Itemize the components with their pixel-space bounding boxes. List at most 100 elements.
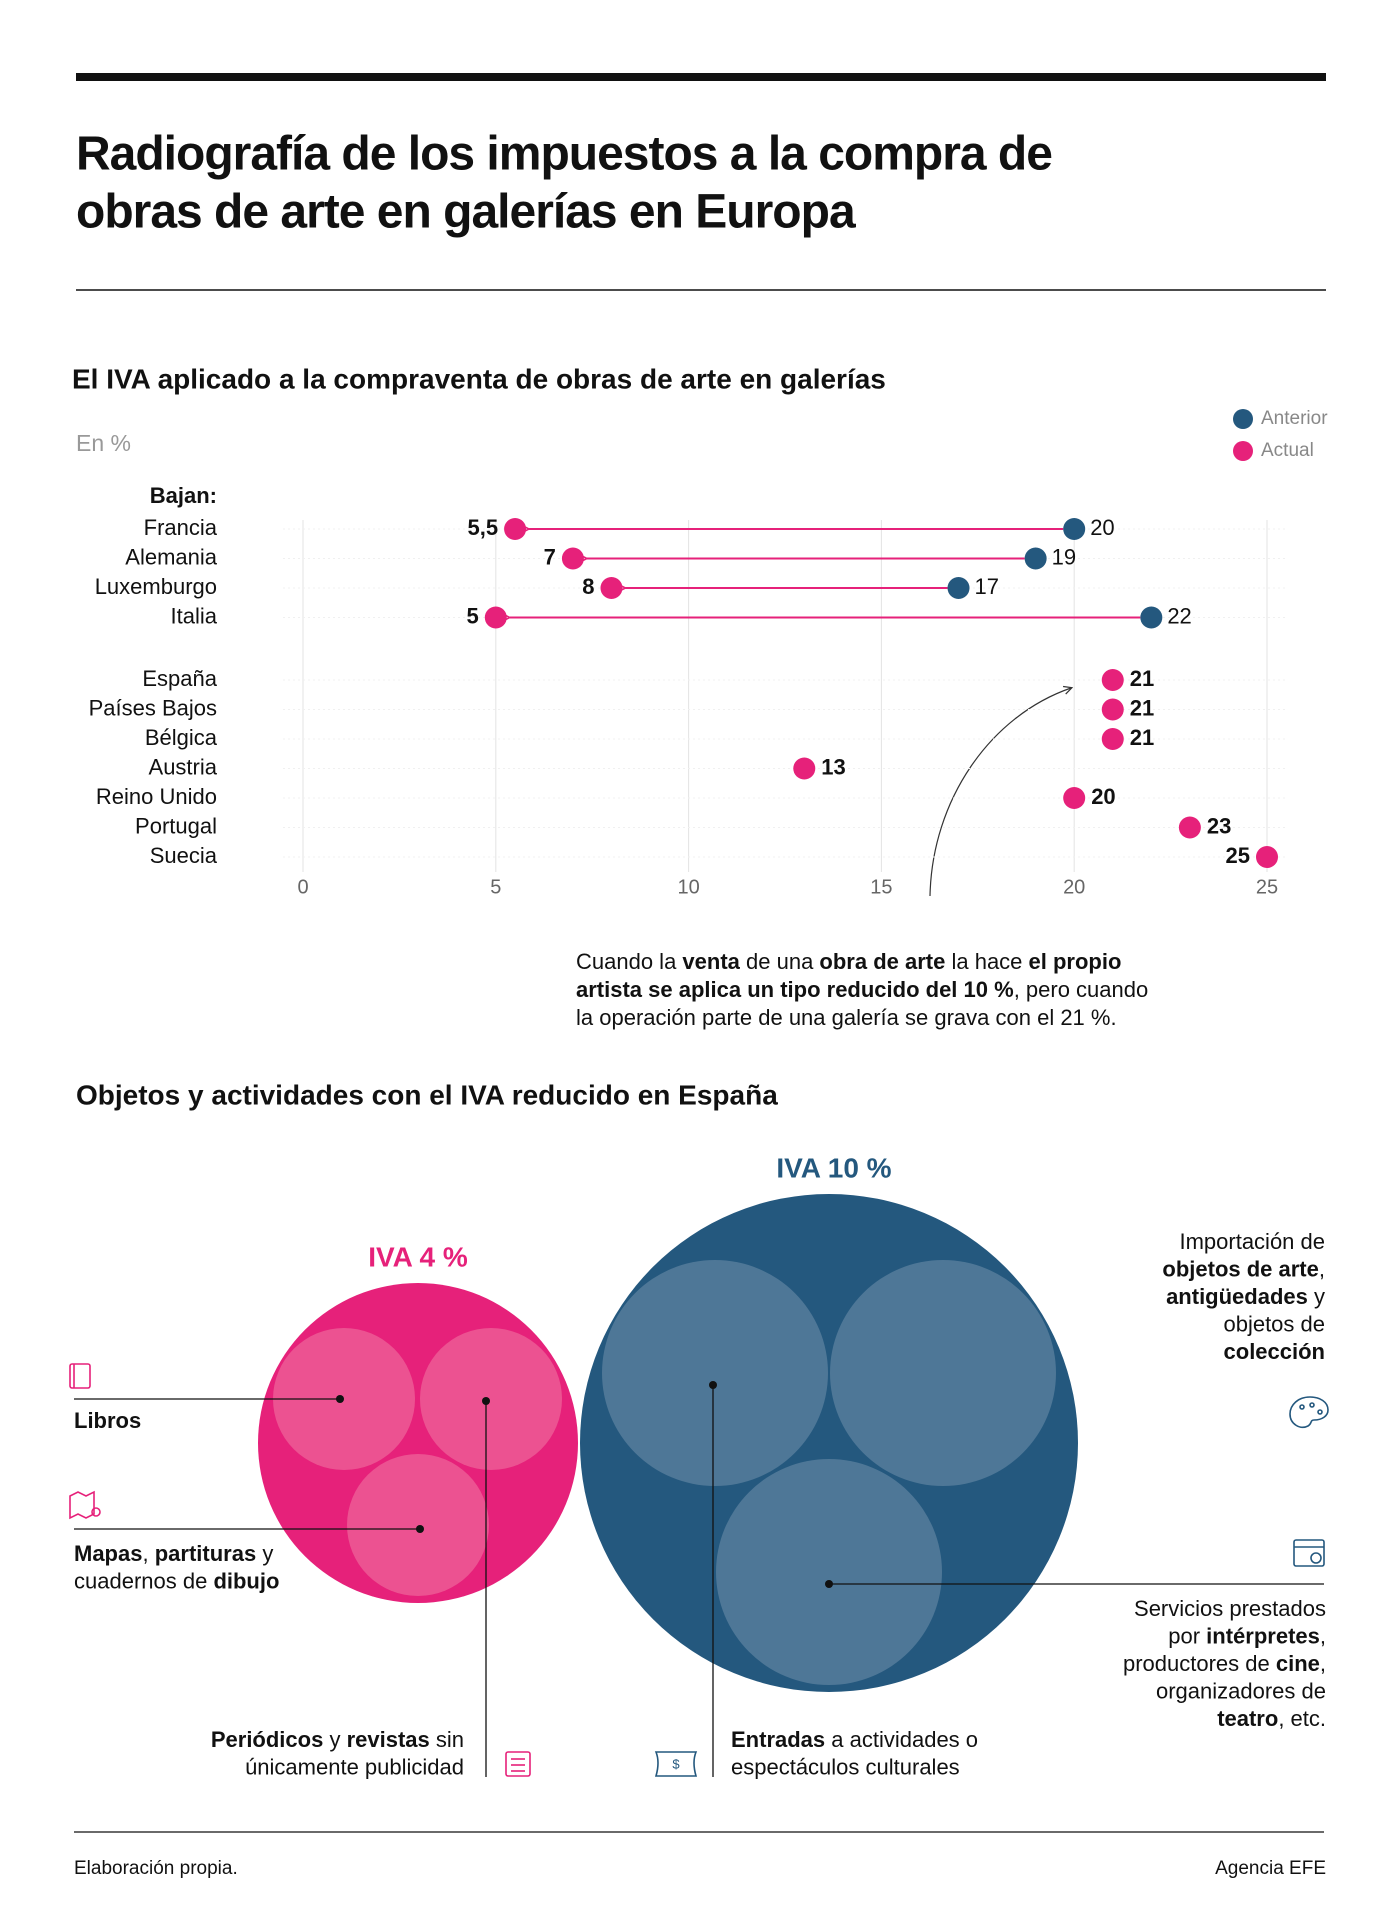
- text-segment: y: [323, 1727, 346, 1752]
- item-text: objetos de arte,: [1162, 1256, 1325, 1281]
- annotation-arrow: [929, 688, 1071, 897]
- value-label: 23: [1207, 813, 1231, 838]
- text-segment: Cuando la: [576, 949, 682, 974]
- dot-actual: [1063, 787, 1086, 809]
- value-label: 7: [544, 544, 556, 569]
- value-label: 25: [1226, 843, 1250, 868]
- text-segment: partituras: [155, 1541, 256, 1566]
- value-label: 13: [821, 754, 845, 779]
- legend-label: Actual: [1261, 440, 1314, 461]
- text-segment: Servicios prestados: [1134, 1596, 1326, 1621]
- book-icon: [69, 1363, 91, 1389]
- value-label: 8: [582, 574, 594, 599]
- category-label: Bélgica: [145, 725, 218, 750]
- category-label: Portugal: [135, 813, 217, 838]
- category-label: Suecia: [150, 843, 218, 868]
- newspaper-icon: [505, 1751, 531, 1777]
- footer-credit: Agencia EFE: [1215, 1858, 1326, 1879]
- dot-actual: [484, 606, 507, 629]
- value-label: 19: [1052, 544, 1076, 569]
- text-segment: espectáculos culturales: [731, 1754, 960, 1779]
- svg-text:$: $: [672, 1756, 680, 1771]
- item-text: Importación de: [1179, 1229, 1325, 1254]
- text-segment: cine: [1276, 1651, 1320, 1676]
- dot-actual: [793, 757, 816, 780]
- text-segment: objetos de: [1223, 1311, 1325, 1336]
- inner-circle: [602, 1260, 828, 1486]
- ticket-icon: $: [654, 1751, 698, 1777]
- x-tick-label: 5: [490, 876, 501, 898]
- text-segment: organizadores de: [1156, 1678, 1326, 1703]
- group-label: IVA 4 %: [368, 1241, 468, 1272]
- value-label: 21: [1130, 666, 1154, 691]
- text-segment: y: [1308, 1284, 1325, 1309]
- dot-actual: [1256, 846, 1278, 868]
- annotation-text: la operación parte de una galería se gra…: [576, 1005, 1117, 1030]
- text-segment: , etc.: [1278, 1706, 1326, 1731]
- item-text: colección: [1224, 1339, 1325, 1364]
- text-segment: ,: [1319, 1256, 1325, 1281]
- text-segment: Entradas: [731, 1727, 825, 1752]
- value-label: 17: [975, 574, 999, 599]
- icons-pink: [69, 1363, 531, 1777]
- item-text: Libros: [74, 1408, 141, 1433]
- category-label: Italia: [171, 603, 218, 628]
- text-segment: productores de: [1123, 1651, 1276, 1676]
- map-icon: [69, 1490, 101, 1520]
- palette-icon: [1289, 1396, 1329, 1429]
- text-segment: por: [1168, 1623, 1206, 1648]
- item-text: por intérpretes,: [1168, 1623, 1326, 1648]
- dot-anterior: [947, 577, 970, 599]
- item-text: objetos de: [1223, 1311, 1325, 1336]
- clapper-icon: [1293, 1539, 1325, 1567]
- x-tick-label: 10: [677, 876, 699, 898]
- category-label: España: [142, 666, 217, 691]
- dot-actual: [1101, 669, 1124, 691]
- dot-anterior: [1140, 606, 1163, 629]
- x-tick-label: 20: [1063, 876, 1085, 898]
- category-label: Austria: [149, 754, 218, 779]
- item-text: antigüedades y: [1166, 1284, 1325, 1309]
- category-label: Luxemburgo: [95, 574, 217, 599]
- dot-actual: [1101, 698, 1124, 721]
- leaders: [74, 1385, 1324, 1777]
- inner-circle: [420, 1328, 562, 1470]
- text-segment: únicamente publicidad: [245, 1754, 464, 1779]
- page-title: Radiografía de los impuestos a la compra…: [76, 128, 1052, 181]
- inner-circle: [347, 1454, 489, 1596]
- dot-anterior: [1063, 518, 1086, 540]
- text-segment: intérpretes: [1206, 1623, 1320, 1648]
- text-segment: ,: [142, 1541, 154, 1566]
- dot-actual: [504, 518, 527, 540]
- value-label: 5: [467, 603, 479, 628]
- footer-source: Elaboración propia.: [74, 1858, 238, 1879]
- leader-dot: [482, 1397, 490, 1405]
- leader-dot: [709, 1381, 717, 1389]
- annotation-text: Cuando la venta de una obra de arte la h…: [576, 949, 1121, 974]
- text-segment: la hace: [945, 949, 1028, 974]
- text-segment: a actividades o: [825, 1727, 978, 1752]
- text-segment: teatro: [1217, 1706, 1278, 1731]
- text-segment: colección: [1224, 1339, 1325, 1364]
- item-text: únicamente publicidad: [245, 1754, 464, 1779]
- item-text: teatro, etc.: [1217, 1706, 1326, 1731]
- item-text: Mapas, partituras y: [74, 1541, 273, 1566]
- value-label: 20: [1091, 784, 1115, 809]
- x-tick-label: 15: [870, 876, 892, 898]
- category-label: Francia: [144, 515, 218, 540]
- text-segment: Libros: [74, 1408, 141, 1433]
- value-label: 5,5: [467, 515, 498, 540]
- item-text: productores de cine,: [1123, 1651, 1326, 1676]
- text-segment: revistas: [347, 1727, 430, 1752]
- item-text: organizadores de: [1156, 1678, 1326, 1703]
- text-segment: Importación de: [1179, 1229, 1325, 1254]
- text-segment: y: [256, 1541, 273, 1566]
- text-segment: objetos de arte: [1162, 1256, 1318, 1281]
- text-segment: , pero cuando: [1014, 977, 1149, 1002]
- text-segment: cuadernos de: [74, 1568, 213, 1593]
- text-segment: artista se aplica un tipo reducido del 1…: [576, 977, 1014, 1002]
- legend-label: Anterior: [1261, 408, 1328, 429]
- value-label: 21: [1130, 695, 1154, 720]
- top-rule: [76, 73, 1326, 81]
